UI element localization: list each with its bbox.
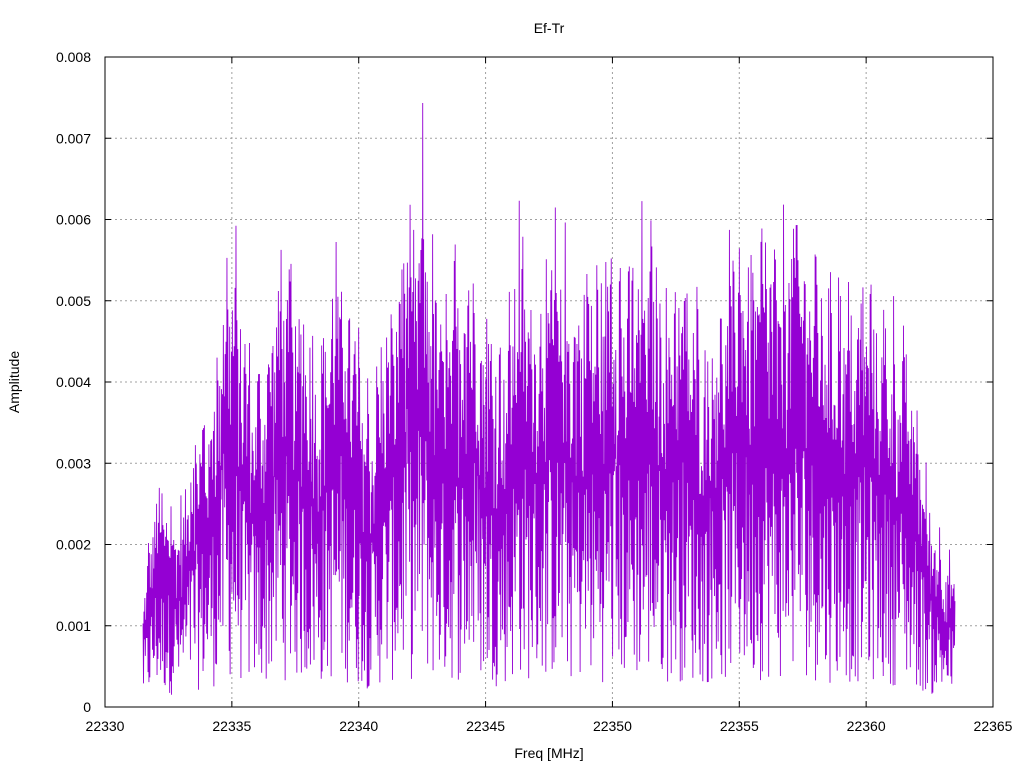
x-tick-label: 22345 [466, 718, 505, 734]
x-axis-label: Freq [MHz] [514, 745, 583, 761]
series-layer [142, 103, 956, 695]
y-tick-label: 0.001 [56, 618, 91, 634]
x-tick-label: 22340 [339, 718, 378, 734]
y-tick-labels: 0 0.001 0.002 0.003 0.004 0.005 0.006 0.007 0.00… [56, 49, 91, 715]
x-tick-label: 22350 [593, 718, 632, 734]
y-tick-label: 0.005 [56, 293, 91, 309]
chart-title: Ef-Tr [534, 20, 565, 36]
y-axis-label: Amplitude [6, 351, 22, 413]
y-tick-label: 0.007 [56, 130, 91, 146]
x-tick-label: 22335 [212, 718, 251, 734]
x-tick-label: 22365 [974, 718, 1013, 734]
x-tick-label: 22360 [847, 718, 886, 734]
y-tick-label: 0.008 [56, 49, 91, 65]
ticks [104, 56, 994, 708]
y-tick-label: 0.006 [56, 212, 91, 228]
x-tick-label: 22330 [86, 718, 125, 734]
y-tick-label: 0.002 [56, 537, 91, 553]
x-tick-label: 22355 [720, 718, 759, 734]
y-tick-label: 0.004 [56, 374, 91, 390]
series-line [142, 103, 956, 695]
y-tick-label: 0.003 [56, 455, 91, 471]
x-tick-labels: 22330 22335 22340 22345 22350 22355 22360 22365 [86, 718, 1013, 734]
y-tick-label: 0 [83, 699, 91, 715]
